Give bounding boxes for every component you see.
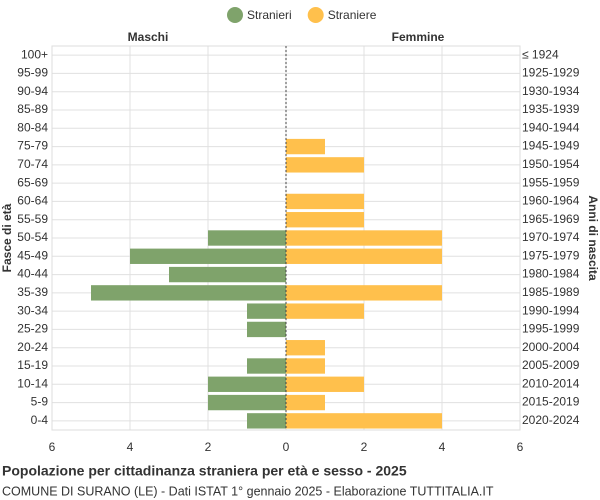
- x-tick-label: 2: [205, 440, 212, 454]
- y2-tick-label: 2005-2009: [522, 358, 580, 372]
- y-tick-label: 65-69: [17, 175, 48, 189]
- y2-tick-label: 1990-1994: [522, 303, 580, 317]
- x-tick-label: 4: [127, 440, 134, 454]
- y-tick-label: 90-94: [17, 84, 48, 98]
- y-tick-label: 75-79: [17, 139, 48, 153]
- y-tick-label: 35-39: [17, 285, 48, 299]
- bar: [208, 394, 286, 411]
- y-tick-label: 0-4: [31, 413, 49, 427]
- y2-tick-label: 1935-1939: [522, 102, 580, 116]
- y2-tick-label: 2010-2014: [522, 376, 580, 390]
- bar: [286, 157, 364, 173]
- bar: [286, 138, 325, 155]
- y-tick-label: 45-49: [17, 248, 48, 262]
- y-tick-label: 55-59: [17, 212, 48, 226]
- x-tick-label: 2: [361, 440, 368, 454]
- y2-tick-label: 1925-1929: [522, 66, 580, 80]
- y-tick-label: 95-99: [17, 66, 48, 80]
- y2-tick-label: 2020-2024: [522, 413, 580, 427]
- y-tick-label: 70-74: [17, 157, 48, 171]
- y2-tick-label: 1985-1989: [522, 285, 580, 299]
- bar: [91, 285, 286, 301]
- bar: [208, 376, 286, 392]
- bar: [247, 303, 286, 319]
- y-tick-label: 60-64: [17, 194, 48, 208]
- y-tick-label: 40-44: [17, 267, 48, 281]
- bar: [286, 413, 442, 429]
- bar: [286, 394, 325, 411]
- y-tick-label: 80-84: [17, 120, 48, 134]
- chart-subtitle: COMUNE DI SURANO (LE) - Dati ISTAT 1° ge…: [2, 484, 494, 498]
- chart-title: Popolazione per cittadinanza straniera p…: [2, 463, 407, 479]
- y2-tick-label: 1965-1969: [522, 212, 580, 226]
- bar: [247, 413, 286, 429]
- y2-tick-label: 1955-1959: [522, 175, 580, 189]
- bar: [169, 266, 286, 283]
- y-tick-label: 85-89: [17, 102, 48, 116]
- y2-tick-label: ≤ 1924: [522, 47, 559, 61]
- bar: [286, 376, 364, 392]
- y2-tick-label: 1950-1954: [522, 157, 580, 171]
- y-tick-label: 5-9: [31, 395, 49, 409]
- y-tick-label: 20-24: [17, 340, 48, 354]
- bar: [286, 248, 442, 264]
- y2-tick-label: 1945-1949: [522, 139, 580, 153]
- bar: [130, 248, 286, 264]
- y2-tick-label: 1975-1979: [522, 248, 580, 262]
- y-tick-label: 100+: [21, 47, 48, 61]
- y2-tick-label: 1930-1934: [522, 84, 580, 98]
- legend-swatch: [227, 7, 243, 23]
- bar: [286, 340, 325, 356]
- y2-tick-label: 1980-1984: [522, 267, 580, 281]
- x-tick-label: 6: [49, 440, 56, 454]
- x-tick-label: 4: [439, 440, 446, 454]
- bar: [286, 358, 325, 374]
- bar: [286, 193, 364, 210]
- y-tick-label: 50-54: [17, 230, 48, 244]
- y2-axis-label: Anni di nascita: [586, 195, 600, 281]
- y-tick-label: 30-34: [17, 303, 48, 317]
- y-tick-label: 10-14: [17, 376, 48, 390]
- bar: [286, 285, 442, 301]
- y2-tick-label: 1940-1944: [522, 120, 580, 134]
- legend-label: Stranieri: [247, 8, 292, 22]
- bar: [247, 321, 286, 338]
- y-tick-label: 15-19: [17, 358, 48, 372]
- bar: [208, 230, 286, 246]
- bar: [286, 230, 442, 246]
- left-label: Maschi: [128, 30, 169, 44]
- x-tick-label: 6: [517, 440, 524, 454]
- legend-swatch: [307, 7, 324, 23]
- y2-tick-label: 2000-2004: [522, 340, 580, 354]
- y2-tick-label: 1995-1999: [522, 322, 580, 336]
- y-axis-label: Fasce di età: [0, 203, 14, 272]
- y2-tick-label: 1960-1964: [522, 194, 580, 208]
- y2-tick-label: 1970-1974: [522, 230, 580, 244]
- x-tick-label: 0: [283, 440, 290, 454]
- y-tick-label: 25-29: [17, 322, 48, 336]
- right-label: Femmine: [392, 30, 445, 44]
- bar: [286, 212, 364, 228]
- bar: [247, 358, 286, 374]
- bar: [286, 303, 364, 319]
- y2-tick-label: 2015-2019: [522, 395, 580, 409]
- legend-label: Straniere: [328, 8, 377, 22]
